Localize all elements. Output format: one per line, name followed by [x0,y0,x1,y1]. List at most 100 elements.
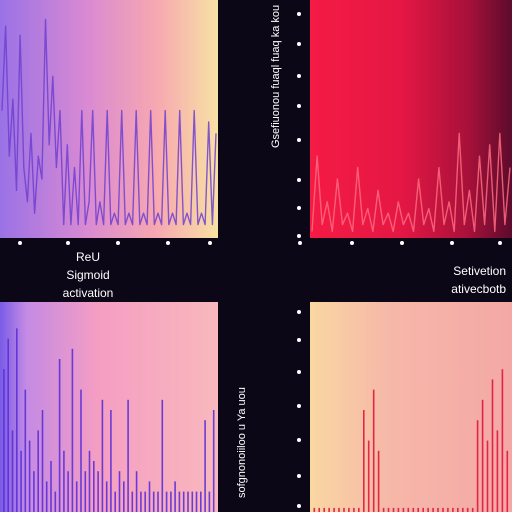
bar-2-25 [110,410,112,512]
legend-right-line-1: Setivetion [453,264,506,278]
bar-3-20 [412,507,415,512]
bar-2-44 [191,491,194,512]
bar-2-28 [123,481,125,512]
bar-3-0 [313,507,316,512]
bar-2-13 [58,359,61,512]
bar-3-31 [466,507,469,512]
tick-dot-6 [350,241,354,245]
bar-3-22 [422,507,424,512]
bar-2-27 [118,471,121,512]
chart-panel-top-right [310,0,512,238]
bar-3-38 [501,369,504,512]
bar-2-46 [200,491,202,512]
tick-dot-20 [297,370,301,374]
tick-dot-11 [297,42,301,46]
bar-2-11 [50,461,52,512]
tick-dot-1 [66,241,70,245]
vertical-axis-label-top: Gsefiuonou fuaql fuaq ka kou [270,4,282,148]
bar-3-27 [447,507,449,512]
chart-panel-top-left [0,0,218,238]
bar-2-34 [148,481,151,512]
bar-3-11 [367,440,370,512]
legend-left: ReU Sigmoid activation [40,248,136,302]
bar-2-12 [54,491,57,512]
bar-3-10 [363,410,365,512]
bar-2-20 [88,450,91,512]
bar-2-39 [170,491,172,512]
bar-2-30 [131,491,134,512]
bar-3-39 [506,450,509,512]
bar-2-33 [144,491,146,512]
bar-3-25 [437,507,439,512]
bar-2-37 [161,399,164,512]
bar-2-8 [37,430,39,512]
bar-2-47 [204,420,206,512]
plot-area-top-right [311,132,511,233]
bar-3-29 [457,507,459,512]
bar-3-8 [353,507,355,512]
bar-2-9 [41,410,44,512]
legend-left-line-3: activation [62,286,114,300]
bar-3-6 [343,507,345,512]
tick-dot-4 [208,241,212,245]
chart-panel-bottom-left [0,302,218,512]
bar-3-33 [476,420,479,512]
bar-2-40 [174,481,176,512]
bar-3-2 [323,507,325,512]
bar-2-24 [105,481,108,512]
plot-area-bottom-left [3,328,215,512]
bar-3-16 [392,507,395,512]
tick-dot-21 [297,404,301,408]
bar-2-48 [208,491,211,512]
chart-panel-bottom-right [310,302,512,512]
bar-3-28 [452,507,454,512]
tick-dot-17 [297,234,301,238]
bar-3-1 [318,507,320,512]
tick-dot-22 [297,438,301,442]
tick-dot-7 [400,241,404,245]
bar-2-23 [101,399,104,512]
bar-3-13 [377,450,380,512]
tick-dot-3 [166,241,170,245]
bar-3-30 [462,507,464,512]
bar-3-21 [417,507,419,512]
bar-2-5 [24,389,27,512]
bar-3-35 [486,440,489,512]
bar-2-18 [80,389,82,512]
tick-dot-24 [297,504,301,508]
tick-dot-13 [297,104,301,108]
bar-2-41 [178,491,181,512]
bar-2-45 [195,491,198,512]
bar-2-10 [45,481,48,512]
tick-dot-19 [297,338,301,342]
bar-2-43 [187,491,189,512]
tick-dot-16 [297,206,301,210]
tick-dot-18 [297,310,301,314]
bar-2-1 [7,338,9,512]
bar-2-17 [75,481,78,512]
bar-2-0 [3,369,5,512]
bar-3-12 [372,389,375,512]
bar-3-24 [432,507,434,512]
bar-3-14 [382,507,385,512]
bar-2-29 [127,399,129,512]
legend-right: Setivetion ativecbotb [386,262,506,298]
bar-3-26 [442,507,444,512]
bar-2-35 [152,491,155,512]
bar-2-21 [93,461,95,512]
plot-area-bottom-right [313,369,509,512]
bar-3-9 [358,507,360,512]
plot-area-top-left [1,18,217,226]
bar-3-36 [491,379,494,512]
bar-3-19 [407,507,410,512]
bar-3-3 [328,507,330,512]
bar-2-32 [140,491,142,512]
bar-2-19 [84,471,87,512]
bar-2-4 [20,450,22,512]
bar-2-2 [11,430,14,512]
bar-2-22 [97,471,99,512]
series-line-0-0 [1,18,217,226]
bar-3-7 [348,507,350,512]
bar-3-5 [338,507,340,512]
